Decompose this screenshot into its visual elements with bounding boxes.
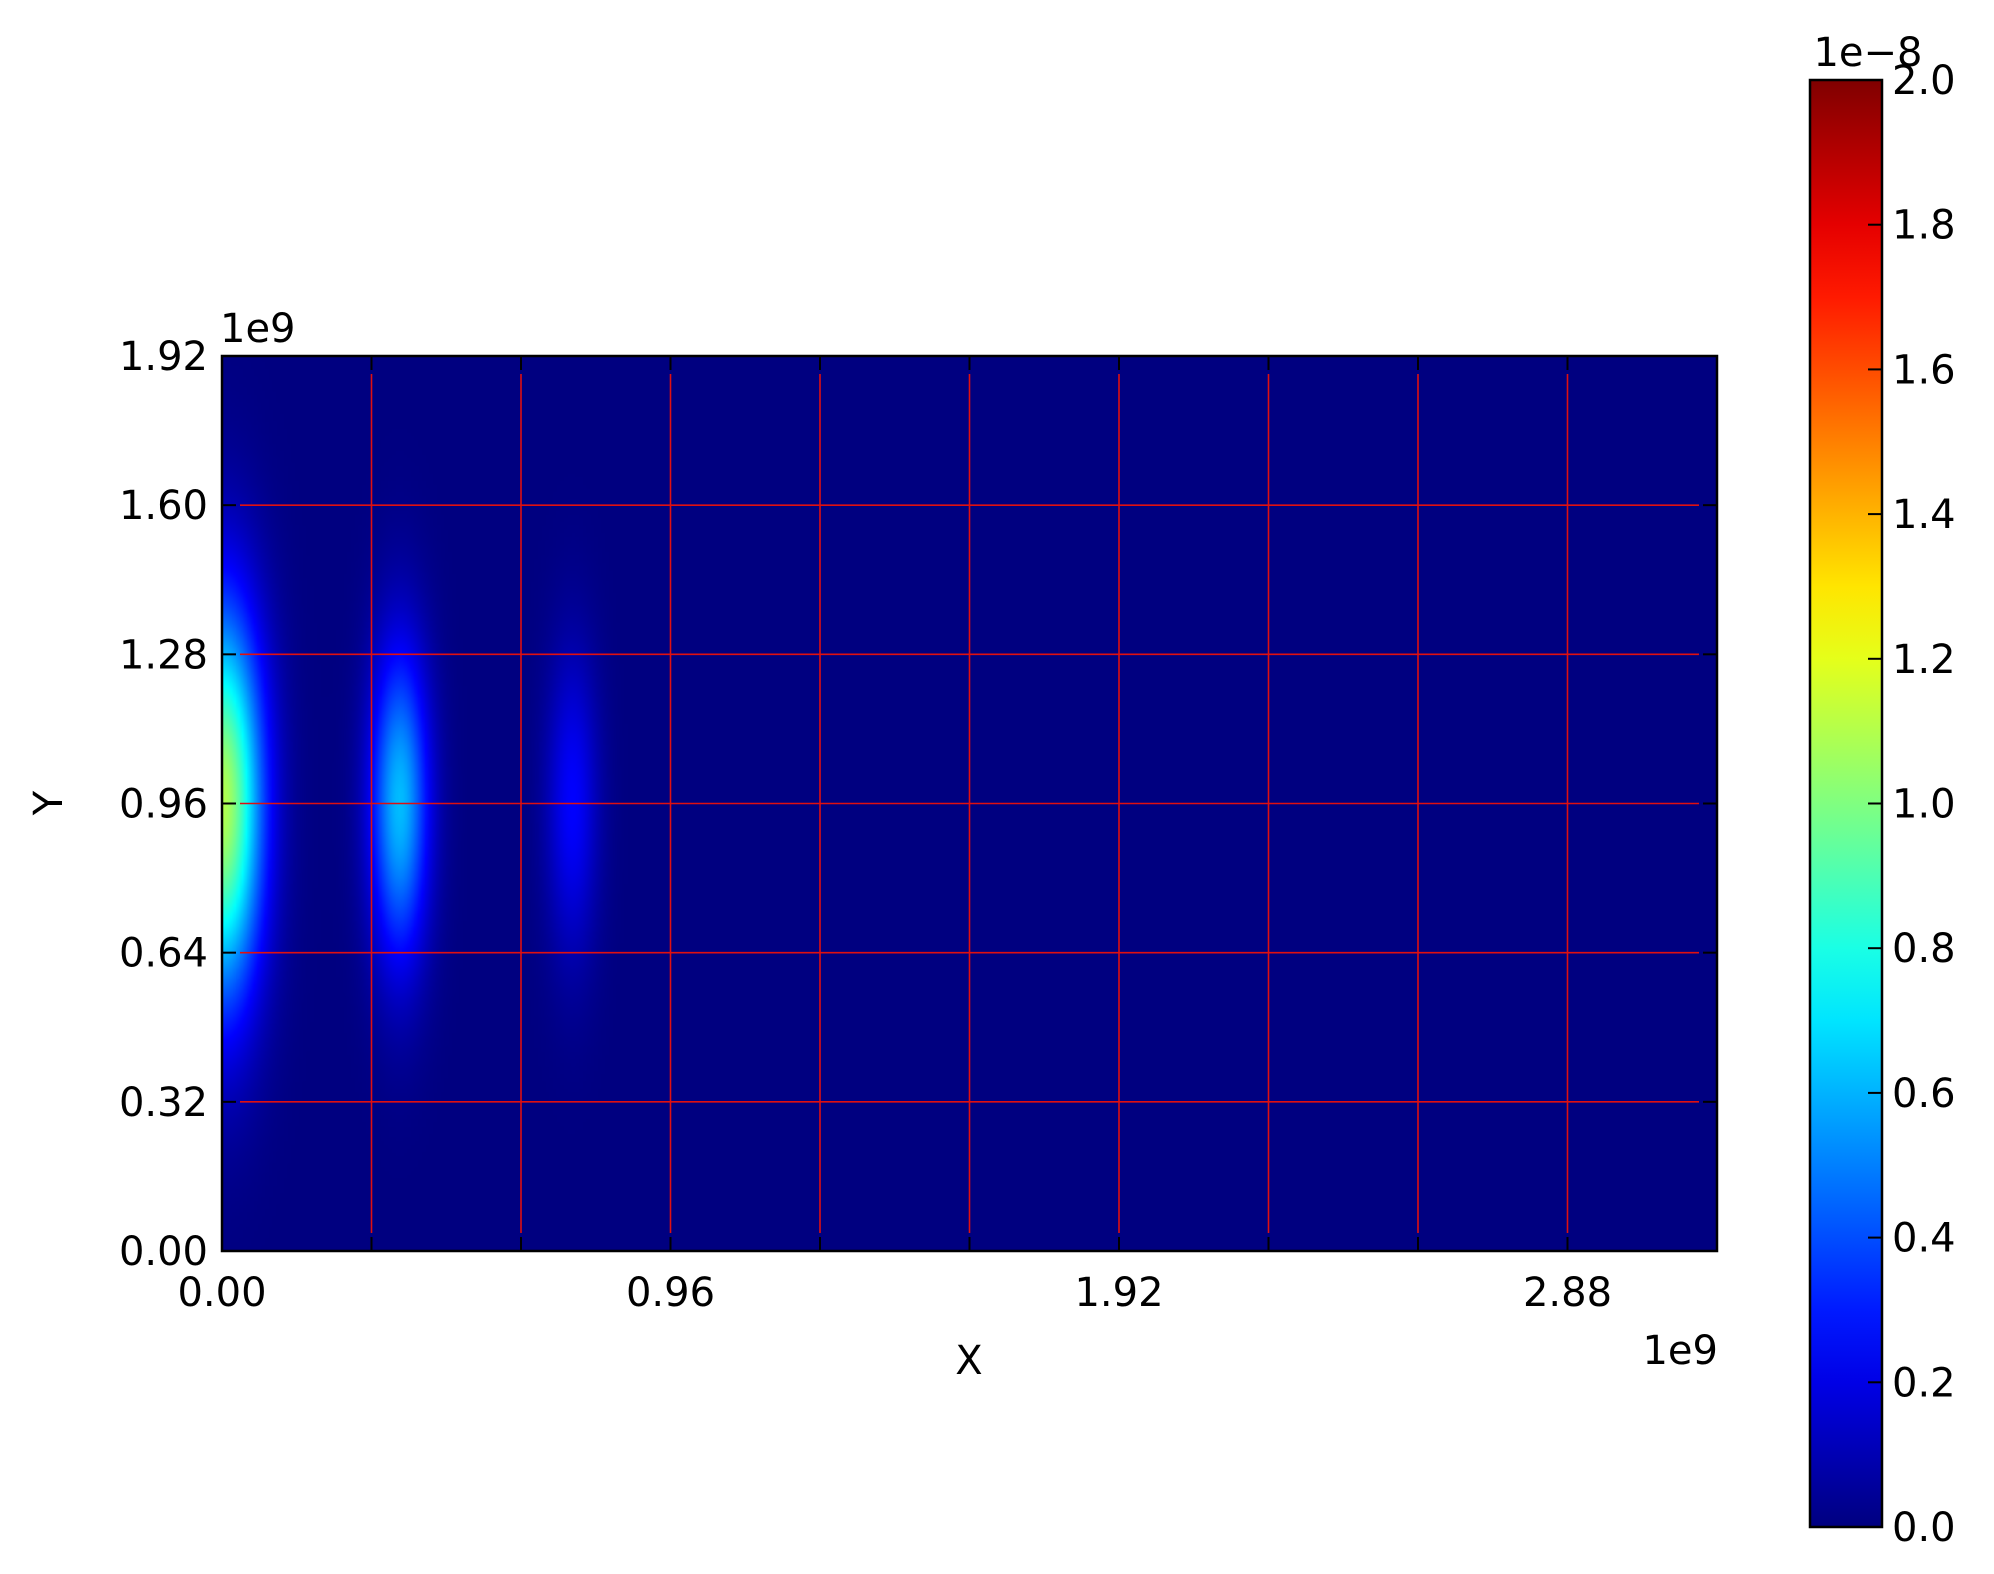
colorbar-tick-label: 1.2: [1892, 637, 1956, 683]
colorbar-tick-label: 0.6: [1892, 1071, 1956, 1117]
colorbar-tick-label: 1.4: [1892, 492, 1956, 538]
grid-lines: [240, 374, 1699, 1233]
y-tick-label: 0.96: [119, 782, 208, 828]
colorbar-tick-label: 1.8: [1892, 203, 1956, 249]
y-axis-ticks: 0.00 0.32 0.64 0.96 1.28 1.60 1.92: [119, 334, 1717, 1275]
x-axis-ticks: 0.00 0.96 1.92 2.88: [177, 356, 1612, 1316]
x-tick-label: 0.96: [626, 1270, 715, 1316]
y-tick-label: 0.32: [119, 1080, 208, 1126]
x-tick-label: 2.88: [1523, 1270, 1612, 1316]
y-tick-label: 1.92: [119, 334, 208, 380]
colorbar: 0.0 0.2 0.4 0.6 0.8 1.0 1.2 1.4 1.6 1.8 2.0 1e−8: [1808, 30, 1956, 1551]
y-tick-label: 0.64: [119, 931, 208, 977]
x-axis-label: X: [955, 1338, 982, 1384]
x-tick-label: 0.00: [177, 1270, 266, 1316]
y-tick-label: 0.00: [119, 1229, 208, 1275]
x-axis-offset-text: 1e9: [1642, 1328, 1718, 1374]
y-axis-label: Y: [26, 790, 72, 816]
colorbar-tick-label: 1.0: [1892, 782, 1956, 828]
colorbar-offset-text: 1e−8: [1813, 30, 1922, 76]
colorbar-tick-label: 1.6: [1892, 347, 1956, 393]
colorbar-tick-label: 0.8: [1892, 926, 1956, 972]
y-tick-label: 1.60: [119, 483, 208, 529]
colorbar-ticks: 0.0 0.2 0.4 0.6 0.8 1.0 1.2 1.4 1.6 1.8 2.0: [1868, 58, 1956, 1551]
y-tick-label: 1.28: [119, 632, 208, 678]
colorbar-tick-label: 0.0: [1892, 1505, 1956, 1551]
colorbar-tick-label: 0.4: [1892, 1216, 1956, 1262]
colorbar-tick-label: 2.0: [1892, 58, 1956, 104]
colorbar-tick-label: 0.2: [1892, 1360, 1956, 1406]
y-axis-offset-text: 1e9: [220, 306, 296, 352]
x-tick-label: 1.92: [1074, 1270, 1163, 1316]
plot-area: 0.00 0.96 1.92 2.88 0.00 0.32 0.64 0.96 1.28 1.6…: [119, 334, 1719, 1316]
